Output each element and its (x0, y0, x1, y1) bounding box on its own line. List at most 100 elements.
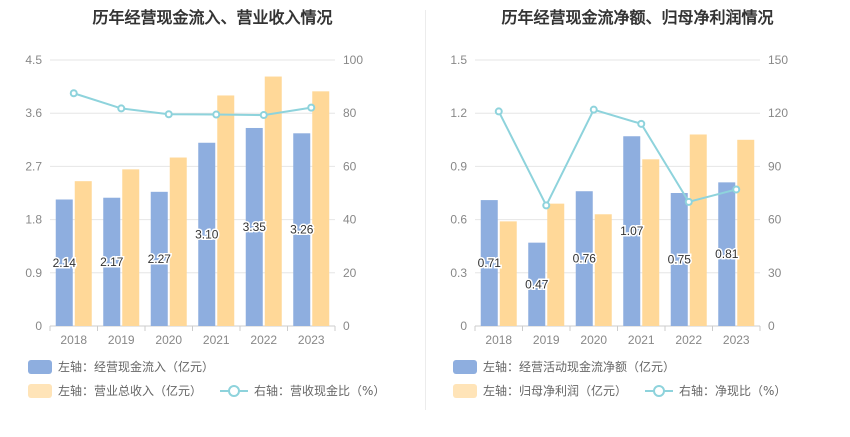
right-line-point (732, 185, 741, 194)
right-bar-series1 (718, 182, 736, 326)
left-x-tick-label: 2022 (250, 333, 277, 347)
right-line-point (637, 119, 646, 128)
left-legend-bar1[interactable]: 左轴：经营现金流入（亿元） (58, 360, 215, 374)
left-y-right-tick: 100 (343, 53, 363, 67)
left-y-left-tick: 3.6 (25, 106, 42, 120)
legend-bar1-swatch (453, 359, 477, 374)
left-bar-series1 (103, 197, 121, 326)
left-data-label: 3.10 (195, 227, 219, 241)
left-chart-panel: 历年经营现金流入、营业收入情况 0 0.9 1.8 2.7 3.6 4.5 0 20 40 60 8… (25, 8, 385, 399)
left-data-label: 3.35 (243, 220, 267, 234)
right-y-left-tick: 0.9 (450, 159, 467, 173)
left-chart-svg: 0 0.9 1.8 2.7 3.6 4.5 0 20 40 60 80 100 2018 2019 2020… (25, 53, 363, 347)
right-bar-series2 (642, 159, 660, 326)
left-line-point (259, 111, 268, 120)
right-y-right-tick: 90 (768, 159, 782, 173)
left-y-right-tick: 40 (343, 213, 357, 227)
right-y-left-tick: 0 (460, 319, 467, 333)
legend-line-icon (220, 384, 249, 398)
right-x-tick-label: 2023 (723, 333, 750, 347)
left-y-left-tick: 0 (35, 319, 42, 333)
left-data-label: 2.17 (100, 255, 124, 269)
left-data-label: 2.14 (53, 256, 77, 270)
right-legend-bar2[interactable]: 左轴：归母净利润（亿元） (483, 384, 628, 398)
right-x-tick-label: 2020 (580, 333, 607, 347)
legend-bar2-swatch (28, 383, 52, 398)
right-bar-series2 (499, 221, 517, 326)
right-chart-panel: 历年经营现金流净额、归母净利润情况 0 0.3 0.6 0.9 1.2 1.5 0 30 60 9… (425, 0, 850, 437)
right-bar-series1 (670, 193, 688, 326)
right-x-tick-label: 2018 (485, 333, 512, 347)
left-line-point (164, 110, 173, 119)
left-x-tick-label: 2018 (60, 333, 87, 347)
legend-bar2-swatch (453, 383, 477, 398)
left-line-point (212, 110, 221, 119)
right-y-left-tick: 1.2 (450, 106, 467, 120)
right-chart-svg: 0 0.3 0.6 0.9 1.2 1.5 0 30 60 90 120 150 2018 2019 202… (450, 53, 788, 347)
left-legend-row1: 左轴：经营现金流入（亿元） (28, 358, 214, 375)
right-y-left-tick: 0.6 (450, 213, 467, 227)
left-y-right-tick: 80 (343, 106, 357, 120)
left-x-tick-label: 2023 (298, 333, 325, 347)
right-legend-bar1[interactable]: 左轴：经营活动现金流净额（亿元） (483, 360, 676, 374)
left-legend-row2: 左轴：营业总收入（亿元） 右轴：营收现金比（%） (28, 382, 385, 399)
right-bar-series2 (689, 134, 707, 326)
left-y-right-tick: 60 (343, 159, 357, 173)
left-bar-series2 (122, 169, 140, 326)
left-bar-series2 (217, 95, 235, 326)
left-bar-series1 (55, 199, 73, 326)
right-data-label: 0.81 (715, 247, 739, 261)
right-legend-row1: 左轴：经营活动现金流净额（亿元） (453, 358, 675, 375)
left-bar-series1 (293, 133, 311, 326)
left-bar-series1 (245, 127, 263, 326)
right-line-point (542, 201, 551, 210)
left-legend-line[interactable]: 右轴：营收现金比（%） (254, 384, 386, 398)
right-data-label: 0.76 (573, 252, 597, 266)
left-y-left-tick: 1.8 (25, 213, 42, 227)
left-data-label: 3.26 (290, 223, 314, 237)
legend-line-icon (645, 384, 674, 398)
right-bar-series2 (594, 214, 612, 326)
right-legend-line[interactable]: 右轴：净现比（%） (679, 384, 787, 398)
left-chart-title: 历年经营现金流入、营业收入情况 (92, 8, 333, 27)
left-line-series (73, 92, 312, 117)
right-x-tick-label: 2022 (675, 333, 702, 347)
right-y-right-tick: 120 (768, 106, 788, 120)
left-bar-series2 (74, 181, 92, 326)
right-x-tick-label: 2021 (628, 333, 655, 347)
left-y-left-tick: 4.5 (25, 53, 42, 67)
left-line-point (69, 89, 78, 98)
left-data-label: 2.27 (148, 252, 172, 266)
right-line-series (497, 108, 737, 208)
right-data-label: 1.07 (620, 224, 644, 238)
legend-bar1-swatch (28, 359, 52, 374)
right-bar-series2 (547, 203, 565, 326)
right-y-right-tick: 150 (768, 53, 788, 67)
right-y-right-tick: 30 (768, 266, 782, 280)
right-bar-series1 (623, 136, 641, 326)
left-bar-series2 (312, 91, 330, 326)
left-bar-series1 (150, 191, 168, 326)
left-y-right-tick: 20 (343, 266, 357, 280)
right-x-tick-label: 2019 (533, 333, 560, 347)
right-data-label: 0.71 (478, 256, 502, 270)
left-x-tick-label: 2020 (155, 333, 182, 347)
panel-divider (425, 10, 426, 410)
left-bar-series2 (264, 76, 282, 326)
right-bar-series2 (737, 139, 755, 326)
left-x-tick-label: 2021 (203, 333, 230, 347)
left-y-left-tick: 2.7 (25, 159, 42, 173)
right-data-label: 0.75 (668, 253, 692, 267)
left-bar-series1 (198, 142, 216, 326)
right-legend-row2: 左轴：归母净利润（亿元） 右轴：净现比（%） (453, 382, 786, 399)
left-line-point (307, 103, 316, 112)
right-chart-title: 历年经营现金流净额、归母净利润情况 (501, 8, 774, 27)
left-bar-series2 (169, 157, 187, 326)
right-y-left-tick: 0.3 (450, 266, 467, 280)
left-line-point (117, 104, 126, 113)
right-data-label: 0.47 (525, 277, 549, 291)
left-legend-bar2[interactable]: 左轴：营业总收入（亿元） (58, 384, 203, 398)
left-y-right-tick: 0 (343, 319, 350, 333)
right-bar-series1 (575, 191, 593, 326)
right-line-point (494, 107, 503, 116)
